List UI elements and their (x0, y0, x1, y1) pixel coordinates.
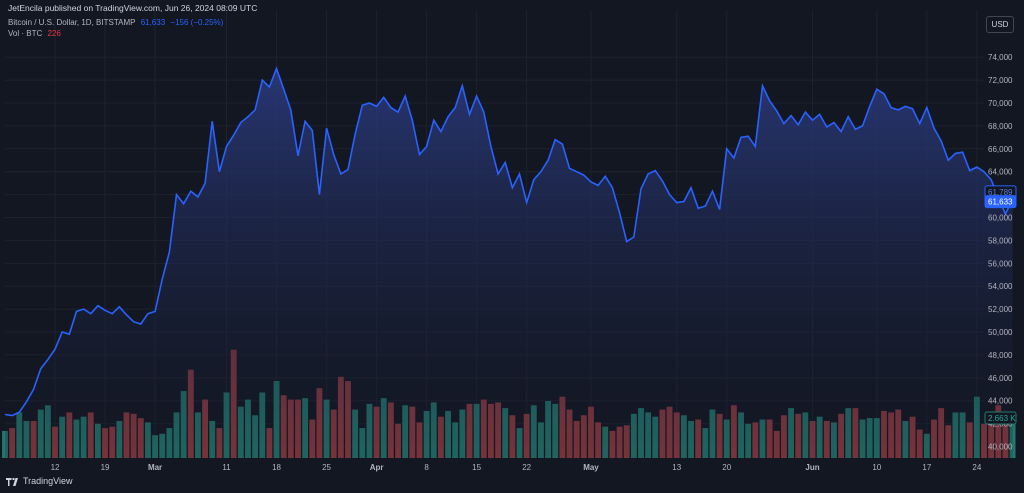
published-by-text: JetEncila published on TradingView.com, … (8, 3, 258, 13)
symbol-title[interactable]: Bitcoin / U.S. Dollar, 1D, BITSTAMP (8, 18, 136, 27)
x-tick-label: May (583, 463, 599, 472)
volume-badge-box (984, 411, 1017, 425)
y-tick-label: 56,000 (988, 259, 1013, 268)
x-tick-label: 20 (722, 463, 731, 472)
brand-label: TradingView (23, 476, 73, 486)
x-tick-label: Apr (370, 463, 384, 472)
x-tick-label: 12 (51, 463, 60, 472)
y-tick-label: 68,000 (988, 122, 1013, 131)
x-tick-label: 8 (424, 463, 429, 472)
volume-value: 226 (47, 29, 61, 38)
x-tick-label: Mar (148, 463, 162, 472)
volume-label: Vol · BTC (8, 29, 43, 38)
price-line (4, 66, 1014, 417)
y-tick-label: 46,000 (988, 374, 1013, 383)
y-tick-label: 48,000 (988, 351, 1013, 360)
x-tick-label: 11 (222, 463, 231, 472)
x-tick-label: 17 (922, 463, 931, 472)
price-badge-box (984, 195, 1017, 209)
y-tick-label: 54,000 (988, 282, 1013, 291)
y-tick-label: 50,000 (988, 328, 1013, 337)
volume-badge-label: 2.663 K (988, 414, 1016, 423)
y-tick-label: 60,000 (988, 214, 1013, 223)
y-tick-label: 74,000 (988, 53, 1013, 62)
currency-button[interactable]: USD (986, 16, 1014, 33)
price-badge-label: 61,789 (988, 188, 1013, 197)
y-tick-label: 52,000 (988, 305, 1013, 314)
x-tick-label: 18 (272, 463, 281, 472)
tradingview-logo-icon (6, 477, 18, 486)
tradingview-brand[interactable]: TradingView (6, 476, 73, 486)
y-tick-label: 66,000 (988, 145, 1013, 154)
y-tick-label: 72,000 (988, 76, 1013, 85)
last-price-value: 61,633 (140, 18, 166, 27)
price-change-value: −156 (−0.25%) (170, 18, 224, 27)
y-tick-label: 44,000 (988, 397, 1013, 406)
symbol-legend[interactable]: Bitcoin / U.S. Dollar, 1D, BITSTAMP 61,6… (8, 18, 226, 27)
price-badge-label: 61,633 (988, 198, 1013, 207)
volume-legend[interactable]: Vol · BTC 226 (8, 29, 64, 38)
time-axis: 12 19 Mar 11 18 25 Apr 8 15 22 May 13 20 Jun 10 17 24 (51, 463, 982, 472)
x-tick-label: 10 (872, 463, 881, 472)
x-tick-label: Jun (805, 463, 819, 472)
y-tick-label: 64,000 (988, 168, 1013, 177)
x-tick-label: 15 (472, 463, 481, 472)
x-tick-label: 24 (972, 463, 981, 472)
x-tick-label: 19 (101, 463, 110, 472)
price-area-fill (5, 68, 1013, 458)
y-tick-label: 40,000 (988, 443, 1013, 452)
x-tick-label: 13 (672, 463, 681, 472)
x-tick-label: 25 (322, 463, 331, 472)
x-tick-label: 22 (522, 463, 531, 472)
y-tick-label: 58,000 (988, 236, 1013, 245)
y-tick-label: 70,000 (988, 99, 1013, 108)
